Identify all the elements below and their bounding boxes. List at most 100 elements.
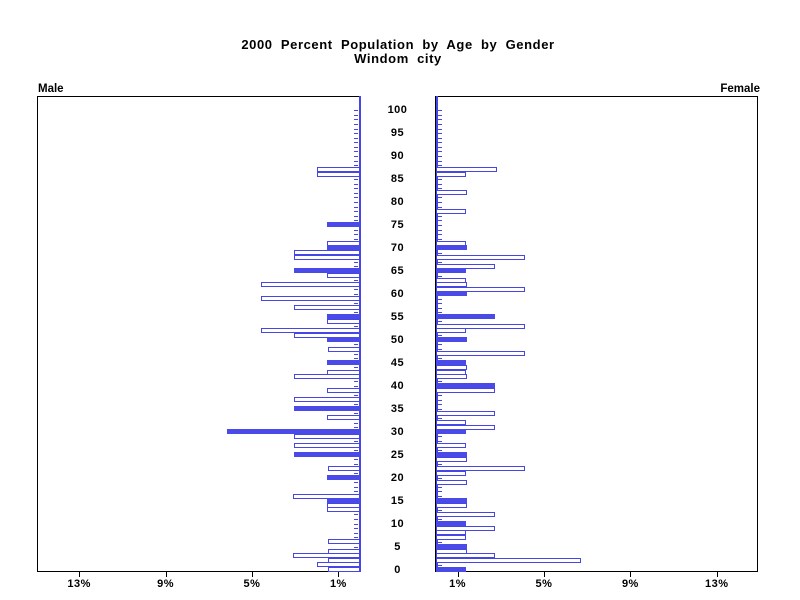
female-age-minor-tick: [437, 436, 442, 438]
male-age-minor-tick: [354, 519, 358, 520]
female-age-minor-tick: [437, 344, 442, 346]
age-axis-label: 85: [390, 173, 405, 185]
male-age-minor-tick: [354, 229, 358, 231]
female-age-minor-tick: [437, 312, 442, 314]
female-age-minor-tick: [437, 146, 442, 148]
male-age-minor-tick: [354, 133, 358, 135]
female-age-minor-tick: [437, 509, 442, 511]
bar-male-age-45: [326, 360, 360, 366]
bar-male-age-87: [316, 167, 360, 173]
female-age-minor-tick: [437, 394, 442, 396]
age-axis-label: 55: [390, 310, 405, 323]
female-age-minor-tick: [437, 408, 442, 410]
male-age-minor-tick: [354, 312, 358, 314]
chart-title: 2000 Percent Population by Age by Gender: [241, 37, 555, 52]
bar-male-age-20: [326, 475, 360, 481]
female-age-minor-tick: [437, 165, 442, 167]
female-age-axis-line: [435, 96, 438, 572]
male-age-minor-tick: [354, 528, 358, 530]
bar-male-age-30: [227, 429, 360, 435]
male-age-minor-tick: [354, 238, 358, 240]
bar-female-age-0: [436, 567, 467, 572]
bar-female-age-31: [436, 424, 496, 430]
bar-male-age-57: [294, 305, 360, 311]
bar-female-age-55: [436, 314, 496, 320]
male-age-minor-tick: [354, 156, 358, 157]
age-axis-label: 50: [390, 333, 405, 346]
bar-male-age-70: [326, 245, 360, 251]
female-age-minor-tick: [437, 564, 442, 566]
male-percent-tick: [165, 571, 167, 577]
bar-male-age-14: [326, 502, 360, 508]
male-age-minor-tick: [354, 523, 358, 525]
male-age-minor-tick: [354, 450, 358, 452]
age-axis-label: 45: [390, 356, 405, 369]
bar-female-age-4: [436, 548, 468, 554]
male-age-minor-tick: [354, 160, 358, 162]
bar-female-age-24: [436, 456, 468, 462]
male-age-minor-tick: [354, 234, 358, 236]
male-panel-label: Male: [38, 83, 64, 95]
male-age-minor-tick: [354, 344, 358, 346]
age-axis-label: 95: [390, 127, 405, 140]
male-age-minor-tick: [354, 367, 358, 369]
female-age-minor-tick: [437, 234, 442, 236]
male-age-minor-tick: [354, 183, 358, 185]
female-age-minor-tick: [437, 450, 442, 452]
bar-female-age-45: [436, 360, 467, 366]
female-age-minor-tick: [437, 486, 442, 488]
bar-female-age-10: [436, 521, 467, 527]
female-age-minor-tick: [437, 142, 442, 144]
male-age-minor-tick: [354, 192, 358, 194]
male-age-minor-tick: [354, 114, 358, 116]
male-age-minor-tick: [354, 119, 358, 121]
male-age-minor-tick: [354, 128, 358, 130]
bar-female-age-34: [436, 410, 496, 416]
male-age-minor-tick: [354, 220, 358, 222]
male-age-minor-tick: [354, 151, 358, 153]
male-age-minor-tick: [354, 303, 358, 304]
bar-male-age-65: [294, 268, 360, 274]
male-age-minor-tick: [354, 289, 358, 291]
bar-female-age-42: [436, 374, 468, 380]
female-age-minor-tick: [437, 119, 442, 121]
bar-female-age-3: [436, 553, 496, 559]
female-age-minor-tick: [437, 197, 442, 199]
age-axis-label: 100: [387, 104, 408, 117]
age-axis-label: 35: [390, 402, 405, 415]
female-age-minor-tick: [437, 206, 442, 208]
bar-male-age-50: [326, 337, 360, 343]
male-percent-tick-label: 5%: [243, 578, 261, 590]
bar-female-age-50: [436, 337, 468, 343]
age-axis-label: 15: [390, 494, 405, 507]
male-age-minor-tick: [354, 459, 358, 461]
male-age-minor-tick: [354, 353, 358, 355]
female-chart-panel: [435, 96, 758, 572]
female-age-minor-tick: [437, 303, 442, 304]
bar-female-age-15: [436, 498, 468, 504]
female-age-minor-tick: [437, 541, 442, 543]
female-age-minor-tick: [437, 114, 442, 116]
male-age-minor-tick: [354, 280, 358, 282]
bar-female-age-52: [436, 328, 467, 334]
female-age-minor-tick: [437, 349, 442, 350]
bar-female-age-53: [436, 323, 525, 329]
bar-female-age-8: [436, 530, 467, 536]
male-age-minor-tick: [354, 482, 358, 484]
male-percent-tick: [79, 571, 81, 577]
bar-male-age-43: [326, 369, 360, 375]
bar-male-age-27: [294, 443, 360, 448]
bar-male-age-6: [327, 539, 360, 545]
female-age-minor-tick: [437, 123, 442, 125]
age-axis-label: 25: [390, 448, 405, 461]
female-age-minor-tick: [437, 220, 442, 222]
bar-female-age-68: [436, 254, 525, 260]
bar-female-age-39: [436, 387, 496, 393]
female-age-minor-tick: [437, 298, 442, 300]
male-age-minor-tick: [354, 394, 358, 396]
male-age-minor-tick: [354, 440, 358, 442]
bar-male-age-2: [327, 557, 360, 563]
female-percent-tick: [716, 571, 718, 577]
male-age-minor-tick: [354, 427, 358, 429]
